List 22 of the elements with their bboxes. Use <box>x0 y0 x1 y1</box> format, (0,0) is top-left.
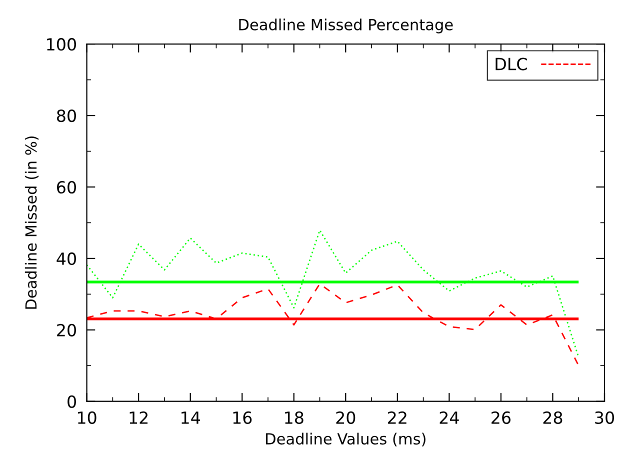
x-axis-title: Deadline Values (ms) <box>266 432 426 446</box>
x-tick-label: 18 <box>285 411 304 424</box>
x-tick-label: 10 <box>78 411 96 424</box>
y-tick-label: 60 <box>57 180 76 194</box>
chart-title: Deadline Missed Percentage <box>239 18 453 34</box>
x-tick-label: 20 <box>336 411 356 424</box>
x-tick-label: 22 <box>388 411 406 424</box>
x-tick-label: 28 <box>543 411 562 424</box>
line-series <box>86 230 580 358</box>
legend-label: DLC <box>496 58 527 70</box>
x-tick-label: 16 <box>233 411 252 424</box>
x-tick-label: 26 <box>492 411 511 424</box>
y-tick-label: 0 <box>68 395 76 408</box>
y-tick-label: 80 <box>57 110 76 122</box>
x-tick-label: 24 <box>440 411 459 424</box>
y-axis-title: Deadline Missed (in %) <box>24 136 39 309</box>
x-tick-label: 12 <box>130 411 148 424</box>
y-tick-label: 20 <box>57 324 76 336</box>
y-tick-label: 40 <box>56 252 76 266</box>
y-tick-label: 100 <box>47 38 76 51</box>
x-tick-label: 14 <box>182 412 200 424</box>
x-tick-label: 30 <box>595 411 614 424</box>
